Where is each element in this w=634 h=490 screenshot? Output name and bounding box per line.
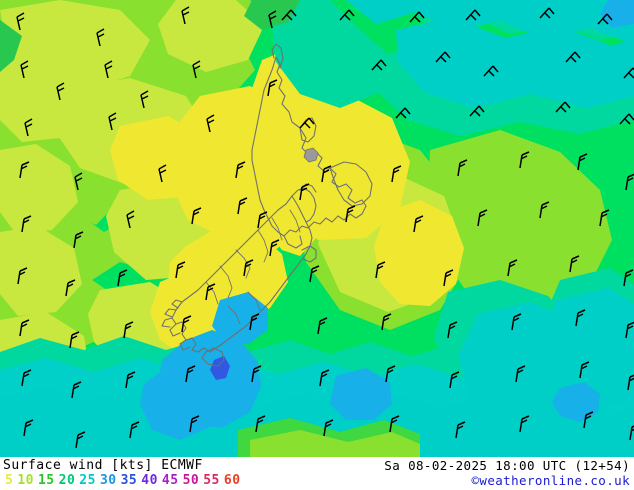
wind-speed-scale: 5 10 15 20 25 30 35 40 45 50 55 60 <box>5 473 245 488</box>
footer-bar: Surface wind [kts] ECMWF 5 10 15 20 25 30 35 40… <box>0 457 634 490</box>
scale-label-60: 60 <box>223 473 241 488</box>
scale-label-40: 40 <box>141 473 158 488</box>
chart-title: Surface wind [kts] ECMWF <box>3 458 203 473</box>
copyright-link[interactable]: ©weatheronline.co.uk <box>471 473 630 488</box>
map-panel[interactable] <box>0 0 634 457</box>
wind-speed-bands <box>0 0 634 457</box>
scale-label-25: 25 <box>79 473 96 488</box>
scale-label-5: 5 <box>5 473 14 488</box>
scale-label-55: 55 <box>203 473 220 488</box>
scale-label-10: 10 <box>17 473 34 488</box>
scale-label-45: 45 <box>161 473 179 488</box>
scale-label-35: 35 <box>120 473 138 488</box>
scale-label-20: 20 <box>58 473 76 488</box>
scale-label-50: 50 <box>182 473 200 488</box>
scale-label-30: 30 <box>99 473 117 488</box>
scale-label-15: 15 <box>37 473 55 488</box>
valid-time-label: Sa 08-02-2025 18:00 UTC (12+54) <box>384 458 630 473</box>
wind-field-map[interactable] <box>0 0 634 457</box>
